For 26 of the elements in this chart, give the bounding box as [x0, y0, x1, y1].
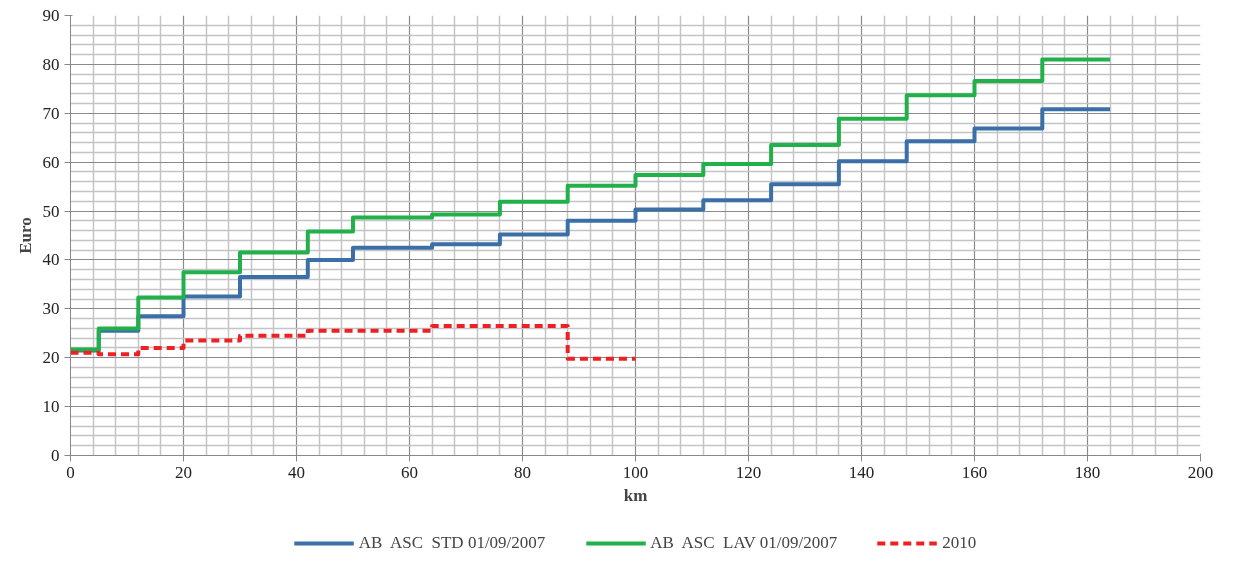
y-tick-label: 70 — [42, 103, 60, 123]
x-tick-label: 0 — [66, 462, 75, 482]
x-tick-label: 40 — [288, 462, 305, 482]
x-axis-title: km — [623, 485, 648, 505]
x-tick-label: 160 — [961, 462, 988, 482]
y-tick-label: 60 — [42, 152, 60, 172]
y-tick-label: 20 — [42, 348, 60, 368]
y-tick-label: 10 — [42, 397, 60, 417]
x-tick-label: 80 — [514, 462, 531, 482]
y-tick-label: 30 — [42, 299, 60, 319]
x-tick-label: 60 — [401, 462, 418, 482]
legend-label: AB ASC LAV 01/09/2007 — [650, 532, 838, 553]
x-tick-label: 100 — [622, 462, 649, 482]
x-tick-label: 200 — [1187, 462, 1214, 482]
y-tick-label: 40 — [42, 250, 60, 270]
y-tick-label: 90 — [42, 6, 60, 25]
x-tick-label: 180 — [1074, 462, 1101, 482]
y-axis-title: Euro — [15, 217, 35, 254]
legend-label: 2010 — [942, 532, 977, 553]
y-tick-label: 50 — [42, 201, 60, 221]
x-tick-label: 120 — [735, 462, 762, 482]
x-tick-label: 140 — [848, 462, 875, 482]
legend-label: AB ASC STD 01/09/2007 — [358, 532, 546, 553]
y-tick-label: 80 — [42, 54, 60, 74]
x-tick-label: 20 — [175, 462, 192, 482]
y-tick-label: 0 — [51, 446, 60, 465]
